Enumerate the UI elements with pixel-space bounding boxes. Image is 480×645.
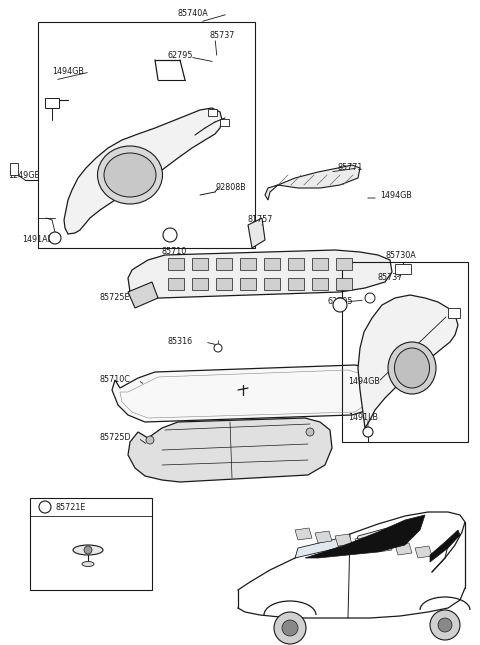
Text: 85316: 85316: [168, 337, 193, 346]
Polygon shape: [112, 365, 385, 422]
Polygon shape: [248, 218, 265, 248]
Text: 85725E: 85725E: [100, 293, 131, 303]
Polygon shape: [295, 528, 312, 540]
Text: 92808B: 92808B: [215, 183, 246, 192]
Bar: [216, 278, 232, 290]
Polygon shape: [430, 530, 460, 562]
Circle shape: [49, 232, 61, 244]
Circle shape: [365, 293, 375, 303]
Bar: [312, 278, 328, 290]
Polygon shape: [395, 543, 412, 555]
Polygon shape: [415, 546, 432, 558]
Bar: [168, 278, 184, 290]
Text: 1494GB: 1494GB: [52, 68, 84, 77]
Ellipse shape: [388, 342, 436, 394]
Text: 1249GE: 1249GE: [8, 172, 39, 181]
Text: 62795: 62795: [328, 297, 353, 306]
Bar: [192, 258, 208, 270]
Text: 85737: 85737: [378, 273, 403, 283]
Ellipse shape: [82, 562, 94, 566]
Bar: [336, 278, 352, 290]
Bar: [240, 258, 256, 270]
Polygon shape: [305, 515, 425, 558]
Text: 85730A: 85730A: [385, 250, 416, 259]
Polygon shape: [265, 165, 360, 200]
Text: 85740A: 85740A: [178, 10, 209, 19]
Ellipse shape: [104, 153, 156, 197]
Bar: [336, 258, 352, 270]
Bar: [45, 98, 59, 108]
Ellipse shape: [97, 146, 163, 204]
Circle shape: [274, 612, 306, 644]
Bar: [240, 278, 256, 290]
Text: 85725D: 85725D: [100, 433, 132, 442]
Bar: [208, 109, 217, 116]
Text: a: a: [168, 230, 172, 239]
Circle shape: [163, 228, 177, 242]
Polygon shape: [315, 531, 332, 543]
Bar: [342, 262, 468, 442]
Bar: [38, 22, 255, 248]
Circle shape: [84, 546, 92, 554]
Text: 85710C: 85710C: [100, 375, 131, 384]
Circle shape: [214, 344, 222, 352]
Bar: [216, 258, 232, 270]
Polygon shape: [295, 538, 340, 558]
Polygon shape: [358, 295, 458, 428]
Bar: [192, 278, 208, 290]
Text: 85771: 85771: [338, 163, 363, 172]
Polygon shape: [128, 418, 332, 482]
Bar: [30, 498, 152, 590]
Text: 1494GB: 1494GB: [348, 377, 380, 386]
Bar: [448, 308, 460, 318]
Bar: [168, 258, 184, 270]
Text: 1494GB: 1494GB: [380, 190, 412, 199]
Polygon shape: [335, 534, 352, 546]
Circle shape: [430, 610, 460, 640]
Bar: [395, 264, 411, 274]
Circle shape: [282, 620, 298, 636]
Text: 85737: 85737: [210, 32, 235, 41]
Bar: [312, 258, 328, 270]
Polygon shape: [128, 250, 392, 298]
Text: 1491LB: 1491LB: [348, 413, 378, 422]
Polygon shape: [355, 537, 372, 549]
Polygon shape: [355, 524, 402, 548]
Polygon shape: [128, 282, 158, 308]
Circle shape: [146, 436, 154, 444]
Bar: [288, 258, 304, 270]
Ellipse shape: [395, 348, 430, 388]
Circle shape: [306, 428, 314, 436]
Polygon shape: [64, 108, 222, 234]
Text: 1491AD: 1491AD: [22, 235, 54, 244]
Text: 85721E: 85721E: [56, 502, 86, 511]
Bar: [220, 119, 229, 126]
Bar: [264, 278, 280, 290]
Text: 85710: 85710: [162, 248, 187, 257]
Bar: [264, 258, 280, 270]
Circle shape: [438, 618, 452, 632]
Text: a: a: [337, 301, 342, 310]
Text: a: a: [43, 504, 47, 510]
Bar: [10, 163, 18, 175]
Circle shape: [363, 427, 373, 437]
Bar: [288, 278, 304, 290]
Circle shape: [333, 298, 347, 312]
Text: 62795: 62795: [168, 52, 193, 61]
Polygon shape: [375, 540, 392, 552]
Ellipse shape: [73, 545, 103, 555]
Circle shape: [39, 501, 51, 513]
Text: 81757: 81757: [248, 215, 274, 224]
